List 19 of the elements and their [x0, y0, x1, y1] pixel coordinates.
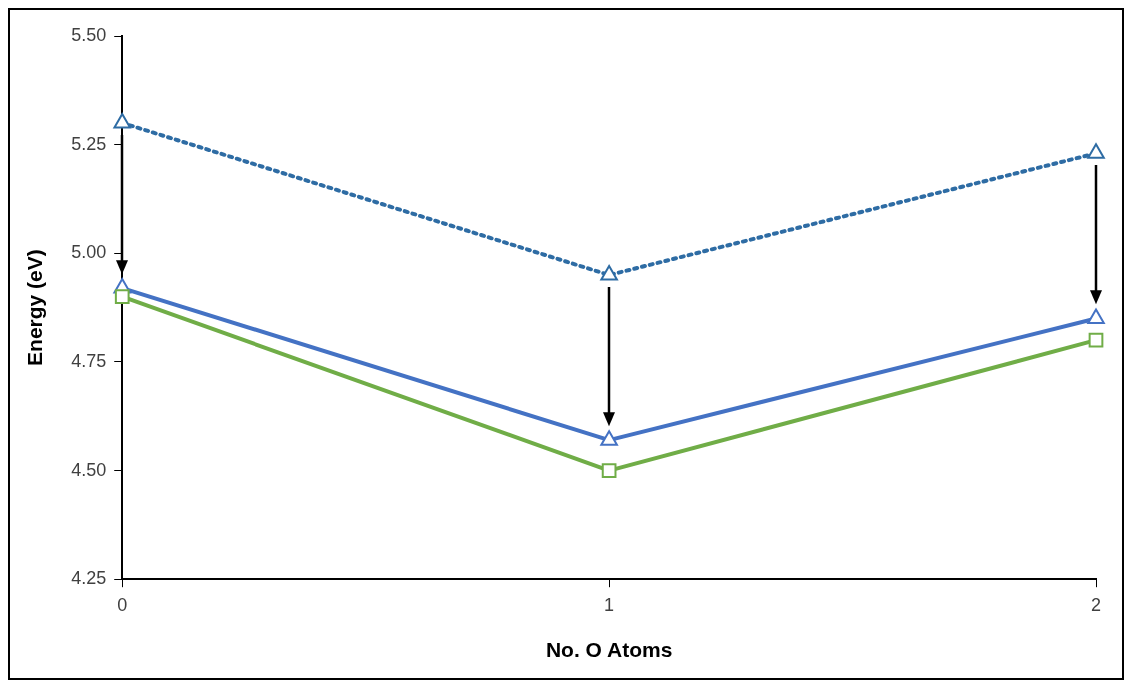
point — [114, 289, 130, 305]
y-tick-label: 4.50 — [71, 459, 107, 480]
y-tick-label: 4.25 — [71, 568, 107, 589]
y-tick-label: 4.75 — [71, 350, 107, 371]
point — [1088, 332, 1104, 348]
point — [600, 265, 618, 281]
point — [1087, 143, 1105, 159]
point — [601, 463, 617, 478]
y-axis-title: Energy (eV) — [23, 249, 47, 366]
point — [1087, 308, 1105, 324]
y-tick-label: 5.25 — [71, 133, 107, 154]
y-tick-label: 5.50 — [71, 24, 107, 45]
point — [600, 430, 618, 446]
x-tick-label: 1 — [604, 594, 615, 615]
point — [113, 112, 132, 129]
y-tick-label: 5.00 — [71, 242, 107, 263]
x-tick-label: 0 — [117, 594, 128, 615]
x-tick-label: 2 — [1090, 594, 1102, 615]
x-axis-title: No. O Atoms — [545, 638, 673, 662]
